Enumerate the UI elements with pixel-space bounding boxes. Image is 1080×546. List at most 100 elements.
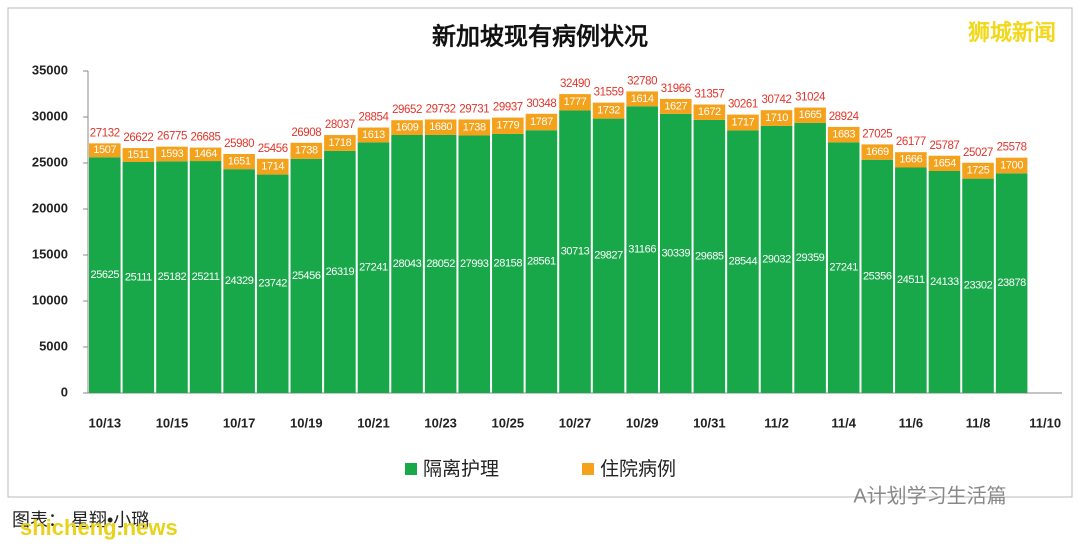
bar-segment: [962, 162, 994, 179]
x-tick-label: 10/21: [357, 415, 390, 430]
bar-segment: [525, 113, 558, 131]
bar-segment: [290, 142, 323, 159]
bar-label: 25211: [192, 271, 220, 283]
y-tick-label: 0: [61, 384, 68, 399]
total-label: 31357: [694, 89, 724, 101]
bar-label: 28043: [393, 258, 422, 270]
bar-segment: [559, 94, 591, 111]
total-label: 29732: [426, 103, 456, 115]
x-tick-label: 10/23: [424, 415, 457, 430]
total-label: 25980: [224, 138, 254, 150]
bar-label: 29032: [762, 253, 791, 265]
bar-segment: [895, 152, 927, 168]
y-tick-label: 30000: [32, 108, 68, 123]
bar-label: 1710: [765, 112, 788, 124]
bar-label: 1680: [429, 121, 452, 133]
total-label: 25027: [963, 147, 993, 159]
y-tick-label: 10000: [32, 292, 68, 307]
bar-label: 1654: [933, 157, 956, 169]
total-label: 29652: [392, 104, 422, 116]
bar-segment: [424, 134, 457, 393]
bar-segment: [458, 135, 491, 393]
bar-label: 25625: [90, 269, 119, 281]
watermark: 狮城新闻: [968, 20, 1056, 45]
bar-label: 1738: [295, 145, 318, 157]
bar-segment: [760, 125, 793, 393]
bar-label: 29685: [695, 250, 724, 262]
bar-segment: [189, 147, 222, 162]
bar-label: 28158: [494, 257, 523, 269]
total-label: 28924: [829, 111, 860, 123]
bar-label: 26319: [326, 266, 355, 278]
bar-segment: [122, 161, 155, 393]
total-label: 28854: [358, 112, 389, 124]
total-label: 31966: [661, 83, 691, 95]
bar-label: 23878: [997, 277, 1026, 289]
watermark: shicheng.news: [20, 515, 178, 540]
legend-label: 隔离护理: [423, 458, 499, 480]
bar-label: 31166: [628, 244, 656, 256]
bar-label: 1593: [161, 148, 184, 160]
legend-label: 住院病例: [600, 458, 676, 480]
total-label: 27025: [862, 128, 892, 140]
total-label: 32780: [627, 75, 657, 87]
bar-segment: [122, 148, 155, 162]
bar-label: 1787: [530, 116, 553, 128]
bar-label: 1669: [866, 146, 889, 158]
bar-label: 1717: [731, 116, 754, 128]
bar-segment: [659, 98, 692, 114]
bar-segment: [89, 143, 121, 158]
y-tick-label: 15000: [32, 246, 68, 261]
bar-segment: [290, 158, 323, 393]
bar-segment: [626, 106, 658, 393]
bar-label: 27241: [829, 262, 858, 274]
bar-segment: [223, 153, 255, 170]
bar-segment: [256, 158, 289, 175]
x-tick-label: 10/17: [223, 415, 256, 430]
bar-segment: [89, 157, 121, 393]
total-label: 31559: [594, 87, 624, 99]
x-tick-label: 11/6: [899, 415, 924, 430]
chart-title: 新加坡现有病例状况: [432, 22, 648, 50]
bar-segment: [861, 144, 894, 160]
total-label: 27132: [90, 127, 120, 139]
total-label: 26685: [191, 132, 221, 144]
bar-segment: [189, 161, 222, 393]
bar-label: 25356: [863, 270, 892, 282]
bar-segment: [693, 104, 726, 120]
bar-label: 24133: [930, 276, 959, 288]
bar-segment: [659, 113, 692, 394]
bar-segment: [492, 133, 524, 393]
bar-segment: [895, 167, 927, 393]
bar-label: 25182: [158, 271, 187, 283]
total-label: 29937: [493, 102, 523, 114]
bar-segment: [794, 122, 826, 393]
total-label: 25456: [258, 143, 288, 155]
bar-label: 24511: [897, 274, 925, 286]
bar-label: 1732: [597, 105, 620, 117]
total-label: 25578: [997, 142, 1027, 154]
x-tick-label: 11/2: [764, 415, 789, 430]
bar-label: 23302: [964, 280, 993, 292]
x-tick-label: 11/10: [1029, 415, 1061, 430]
bar-segment: [928, 155, 961, 171]
bar-label: 1613: [362, 129, 385, 141]
y-tick-label: 5000: [39, 338, 68, 353]
total-label: 31024: [795, 92, 826, 104]
total-label: 26908: [291, 127, 321, 139]
bar-label: 1627: [664, 100, 687, 112]
bar-segment: [559, 110, 591, 393]
x-tick-label: 11/8: [966, 415, 991, 430]
bar-label: 1651: [228, 155, 251, 167]
bar-label: 1738: [463, 121, 486, 133]
bar-label: 24329: [225, 275, 254, 287]
bar-segment: [391, 135, 423, 393]
bar-segment: [727, 114, 759, 131]
bar-segment: [827, 142, 860, 393]
x-tick-label: 10/13: [89, 415, 122, 430]
credit: 图表： 星翔•小璐: [12, 510, 149, 530]
bar-label: 1507: [93, 144, 116, 156]
bar-label: 1609: [396, 122, 419, 134]
legend-swatch: [582, 463, 594, 475]
legend-swatch: [405, 463, 417, 475]
